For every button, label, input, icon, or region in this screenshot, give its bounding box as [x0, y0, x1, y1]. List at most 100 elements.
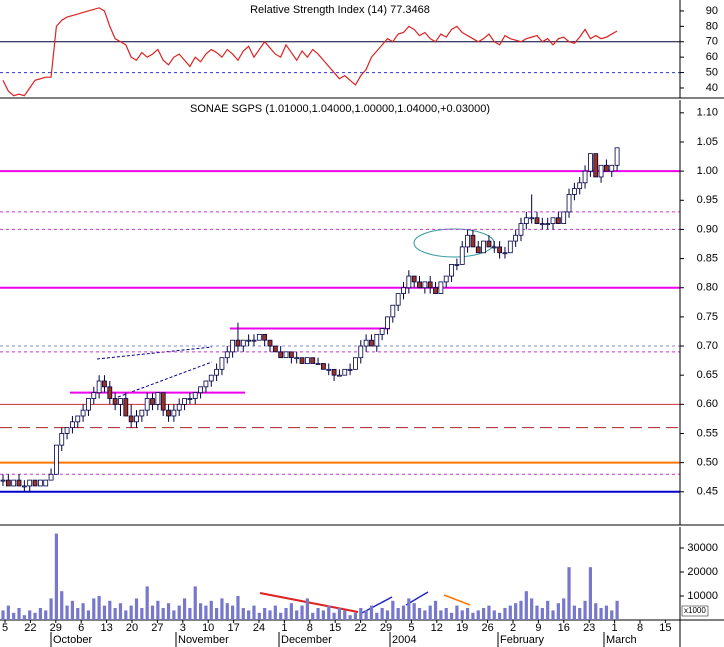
candle-body: [134, 415, 139, 423]
y-tick-label: 0.50: [697, 457, 718, 469]
volume-bar: [594, 603, 598, 620]
candle-body: [486, 240, 492, 248]
volume-bar: [204, 605, 208, 620]
candle-body: [64, 427, 70, 434]
x-tick-label: 17: [227, 622, 239, 634]
candle-body: [566, 194, 572, 213]
candle-body: [246, 339, 252, 342]
unit-label: x1000: [684, 606, 706, 615]
candle-body: [433, 287, 438, 294]
candle-body: [593, 153, 599, 178]
candle-body: [315, 363, 321, 365]
candle-body: [272, 345, 278, 353]
candle-body: [118, 398, 123, 405]
volume-bar: [524, 591, 528, 620]
candle-body: [518, 223, 524, 236]
volume-bar: [150, 605, 155, 620]
x-tick-label: 15: [659, 622, 671, 634]
x-tick-label: 9: [535, 622, 541, 634]
volume-bar: [28, 610, 32, 620]
candle-body: [112, 398, 118, 405]
volume-bar: [209, 600, 213, 620]
candle-body: [96, 380, 102, 394]
candle-body: [310, 357, 316, 364]
y-tick-label: 0.65: [697, 369, 718, 381]
volume-bar: [364, 610, 368, 620]
volume-bar: [311, 612, 315, 620]
candle-body: [342, 368, 348, 376]
candle-body: [91, 392, 97, 399]
volume-bar: [615, 600, 619, 620]
volume-bar: [54, 533, 58, 620]
volume-bar: [316, 608, 320, 620]
x-tick-label: 29: [50, 622, 62, 634]
volume-bar: [241, 608, 245, 620]
candle-body: [5, 479, 11, 487]
candle-body: [208, 374, 214, 382]
y-tick-label: 60: [706, 51, 718, 63]
candle-body: [411, 275, 417, 283]
candle-body: [192, 392, 198, 399]
volume-bar: [498, 612, 502, 620]
volume-bar: [396, 608, 400, 620]
month-label: December: [281, 634, 332, 646]
candle-body: [102, 380, 107, 388]
volume-bar: [198, 603, 203, 620]
candle-body: [481, 240, 487, 254]
volume-bar: [1, 610, 5, 620]
volume-trend: [259, 592, 359, 613]
candle-body: [160, 392, 166, 411]
volume-bar: [556, 603, 560, 620]
candle-body: [326, 368, 332, 371]
x-tick-label: 15: [329, 622, 341, 634]
volume-bar: [353, 612, 358, 620]
x-tick-label: 22: [24, 622, 36, 634]
volume-bar: [567, 567, 571, 620]
volume-bar: [546, 600, 550, 620]
candle-body: [21, 485, 27, 488]
volume-bar: [492, 610, 496, 620]
volume-bar: [460, 610, 464, 620]
volume-bar: [535, 605, 539, 620]
candle-body: [358, 345, 364, 359]
candle-body: [523, 217, 529, 224]
candle-body: [262, 333, 268, 341]
candle-body: [304, 357, 310, 364]
volume-bar: [252, 605, 256, 620]
candle-body: [214, 368, 220, 376]
candle-body: [86, 398, 91, 411]
volume-bar: [81, 603, 85, 620]
month-label: March: [606, 634, 637, 646]
volume-bar: [417, 608, 422, 620]
volume-bar: [268, 610, 272, 620]
y-tick-label: 10000: [687, 590, 718, 602]
candle-body: [176, 403, 182, 411]
candle-body: [171, 409, 177, 417]
candle-body: [80, 409, 86, 417]
volume-bar: [572, 605, 576, 620]
month-label: 2004: [392, 634, 416, 646]
candle-body: [11, 479, 17, 487]
candle-body: [465, 234, 470, 248]
trend-line: [117, 361, 213, 398]
candle-body: [513, 234, 519, 242]
volume-bar: [236, 596, 240, 620]
candle-body: [555, 217, 561, 224]
unit-box: [681, 605, 709, 617]
x-tick-label: 29: [380, 622, 392, 634]
x-tick-label: 22: [354, 622, 366, 634]
candle-body: [369, 339, 374, 347]
candle-body: [155, 392, 161, 405]
candle-body: [294, 357, 300, 360]
candle-body: [27, 479, 33, 487]
candle-body: [59, 433, 65, 446]
y-tick-label: 0.45: [697, 486, 718, 498]
candle-body: [449, 264, 454, 277]
x-tick-label: 26: [481, 622, 493, 634]
candle-body: [507, 240, 513, 254]
candle-body: [240, 339, 246, 347]
candle-body: [230, 339, 236, 353]
x-tick-label: 20: [126, 622, 138, 634]
candle-body: [182, 398, 187, 405]
candle-body: [561, 211, 567, 224]
